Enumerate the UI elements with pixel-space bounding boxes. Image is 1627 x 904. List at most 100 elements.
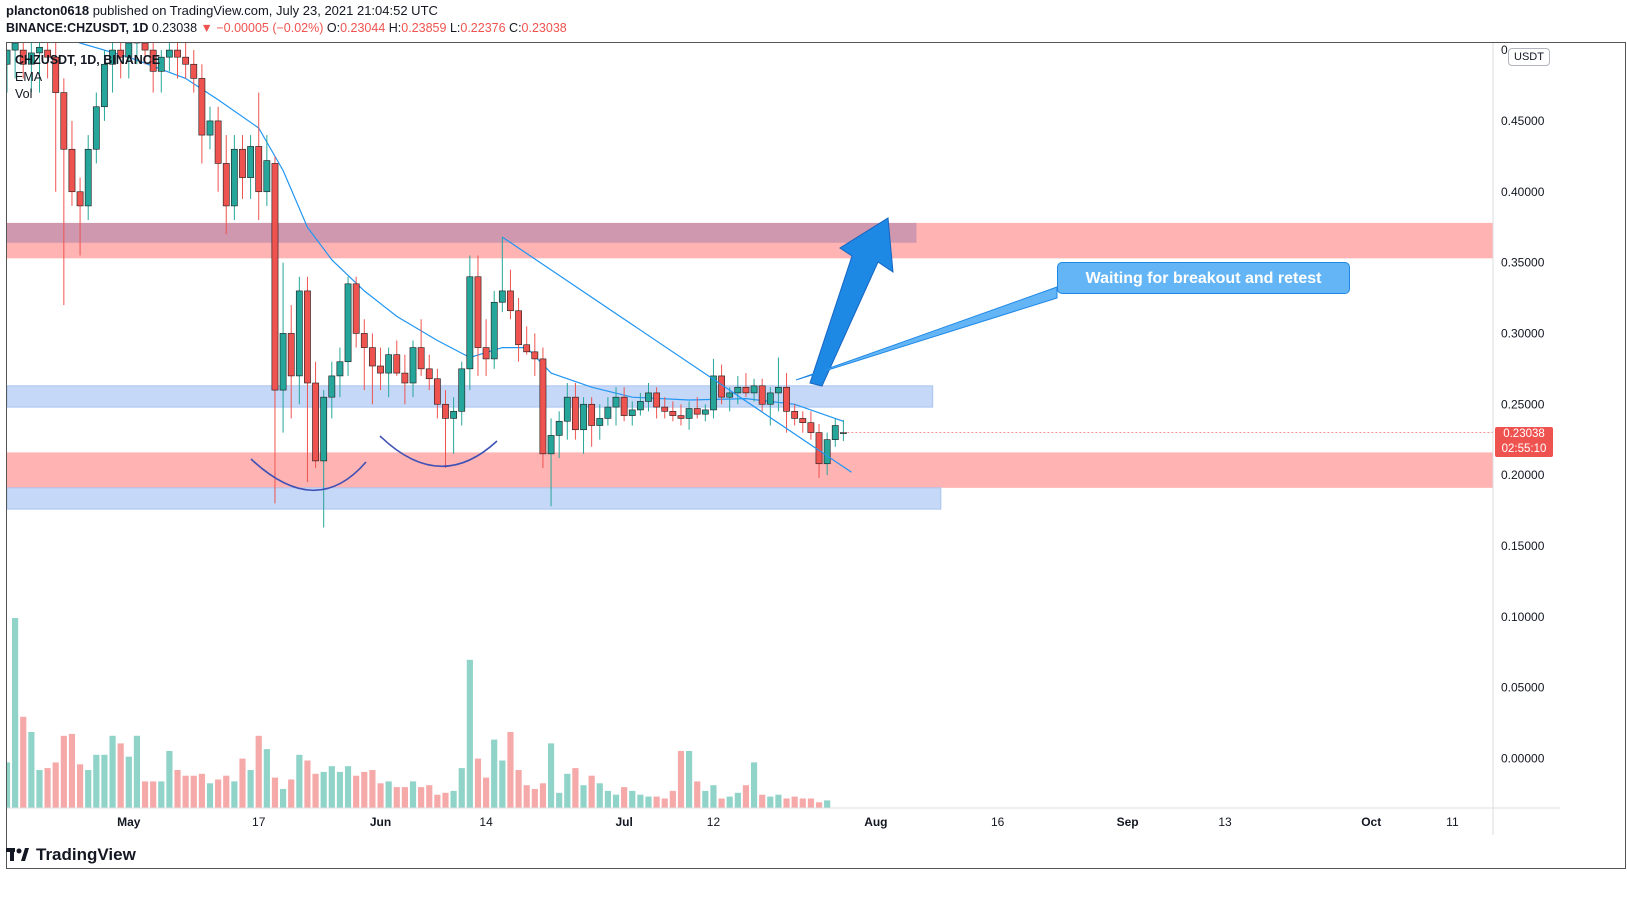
candle-body: [369, 347, 376, 367]
candle-body: [198, 78, 206, 136]
published-text: published on TradingView.com, July 23, 2…: [89, 3, 438, 18]
candle-body: [726, 392, 734, 398]
volume-bar: [288, 779, 295, 808]
volume-bar: [474, 758, 482, 808]
volume-bar: [320, 771, 327, 808]
annotation-callout[interactable]: Waiting for breakout and retest: [1057, 262, 1350, 294]
volume-bar: [198, 773, 205, 808]
x-tick-label: 16: [991, 815, 1005, 829]
candle: [799, 411, 807, 433]
volume-bar: [109, 735, 116, 808]
candle-body: [572, 396, 579, 431]
candle: [247, 135, 254, 199]
candle: [68, 120, 76, 206]
author-name[interactable]: plancton0618: [6, 3, 90, 18]
last-price-label: 0.23038: [1503, 428, 1545, 440]
candle-body: [11, 43, 19, 51]
candle: [580, 397, 587, 454]
legend-volume[interactable]: Vol: [15, 87, 33, 101]
volume-bar: [742, 785, 750, 808]
candle-body: [304, 290, 311, 384]
candle: [117, 43, 125, 79]
volume-bar: [677, 751, 685, 808]
candle: [831, 418, 839, 447]
open-label: O:: [326, 21, 341, 35]
volume-bar: [572, 768, 579, 808]
volume-bar: [158, 781, 165, 808]
candle-body: [401, 372, 409, 384]
volume-bar: [353, 775, 360, 808]
volume-bar: [377, 783, 384, 808]
candle-body: [44, 49, 51, 58]
volume-bar: [296, 754, 303, 808]
bar-countdown: 02:55:10: [1501, 443, 1547, 455]
volume-bar: [182, 775, 189, 808]
plot-area: [7, 43, 1493, 808]
candle-body: [52, 56, 60, 93]
candle: [466, 255, 474, 391]
candle-body: [279, 333, 287, 391]
volume-bar: [247, 770, 254, 808]
candle-body: [669, 411, 677, 416]
x-tick-label: 13: [1218, 815, 1232, 829]
volume-bar: [710, 785, 717, 808]
candle-body: [190, 63, 198, 79]
volume-bar: [44, 768, 51, 808]
candle-body: [766, 392, 774, 405]
candle: [425, 354, 433, 391]
volume-bar: [223, 775, 230, 808]
candle: [734, 375, 742, 405]
candle: [596, 404, 604, 440]
candle: [279, 262, 287, 433]
candle: [52, 43, 60, 192]
legend-ema[interactable]: EMA: [15, 70, 43, 84]
volume-bar: [271, 777, 279, 808]
candle: [474, 255, 482, 376]
candle: [572, 383, 579, 440]
candle-body: [466, 276, 474, 370]
candle-body: [831, 425, 839, 440]
volume-bar: [791, 796, 798, 808]
candle: [206, 106, 214, 150]
volume-bar: [450, 790, 457, 808]
close-value: 0.23038: [521, 21, 567, 35]
candle: [263, 135, 271, 206]
candle: [190, 50, 198, 93]
volume-bar: [702, 790, 709, 808]
volume-bar: [418, 787, 425, 808]
candle-body: [596, 418, 604, 426]
open-value: 0.23044: [340, 21, 386, 35]
legend-symbol[interactable]: CHZUSDT, 1D, BINANCE: [15, 53, 161, 67]
x-tick-label: 12: [707, 815, 721, 829]
candle: [661, 397, 669, 419]
candle-body: [710, 375, 717, 411]
volume-bar: [775, 794, 782, 808]
volume-bar: [588, 775, 595, 808]
currency-badge[interactable]: USDT: [1508, 48, 1550, 66]
volume-bar: [767, 796, 774, 808]
candle-body: [206, 120, 214, 136]
candle: [669, 401, 677, 422]
tradingview-footer[interactable]: TradingView: [6, 845, 136, 865]
candle-body: [612, 396, 620, 408]
candle-body: [174, 49, 181, 58]
volume-bar: [280, 789, 287, 808]
candle-body: [588, 403, 596, 426]
volume-bar: [653, 796, 660, 808]
candle: [76, 177, 84, 256]
candle-body: [409, 347, 417, 384]
y-tick-label: 0.25000: [1501, 397, 1545, 411]
candle-body: [271, 163, 279, 391]
y-tick-label: 0: [1501, 43, 1508, 57]
volume-bar: [434, 794, 441, 808]
candle: [555, 411, 563, 459]
price-change: ▼ −0.00005 (−0.02%): [200, 21, 324, 35]
candle-body: [498, 290, 506, 303]
candle-body: [791, 411, 799, 419]
candle-body: [60, 92, 68, 150]
volume-bar: [20, 716, 27, 808]
candle: [141, 43, 149, 65]
volume-bar: [239, 758, 246, 808]
volume-bar: [206, 783, 214, 808]
